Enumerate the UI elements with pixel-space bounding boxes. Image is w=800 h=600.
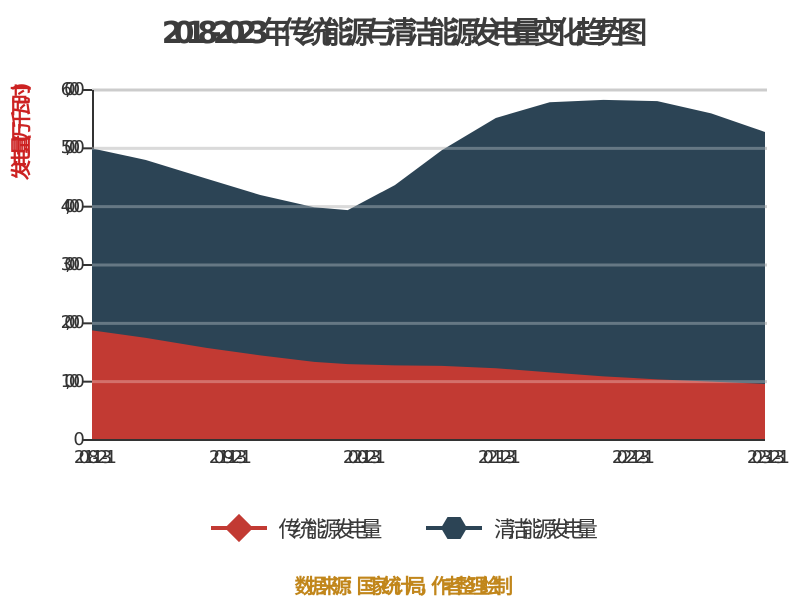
x-tick-label: 2018-12-31: [73, 447, 117, 468]
legend-item-red-series: 传统能源发电量: [210, 512, 383, 544]
y-tick-label: 1,000: [60, 371, 85, 392]
x-tick-label: 2023-12-31: [746, 447, 790, 468]
series-area-blue: [92, 99, 765, 441]
x-tick-label: 2019-12-31: [208, 447, 252, 468]
chart-title: 2018-2023年传统能源与清洁能源发电量变化趋势图: [161, 16, 647, 51]
y-tick-label: 6,000: [60, 79, 85, 100]
x-tick-label: 2021-12-31: [477, 447, 521, 468]
hexagon-marker-icon: [426, 512, 482, 544]
legend: 传统能源发电量 清洁能源发电量: [0, 512, 800, 544]
series-area-red: [92, 330, 765, 440]
y-tick-label: 3,000: [60, 254, 85, 275]
area-chart: [80, 85, 770, 445]
y-tick-label: 4,000: [60, 196, 85, 217]
area-chart-svg: [82, 88, 767, 441]
hexagon-icon: [441, 517, 467, 539]
legend-item-blue-series: 清洁能源发电量: [426, 512, 598, 544]
y-tick-label: 2,000: [60, 312, 85, 333]
y-tick-label: 5,000: [60, 137, 85, 158]
x-tick-label: 2022-12-31: [611, 447, 655, 468]
legend-label: 清洁能源发电量: [494, 518, 598, 543]
diamond-marker-icon: [210, 512, 267, 544]
legend-label: 传统能源发电量: [278, 518, 383, 543]
source-caption: 数据来源：国家统计局，作者整理绘制: [294, 574, 513, 598]
diamond-icon: [224, 513, 253, 543]
x-tick-label: 2020-12-31: [342, 447, 386, 468]
